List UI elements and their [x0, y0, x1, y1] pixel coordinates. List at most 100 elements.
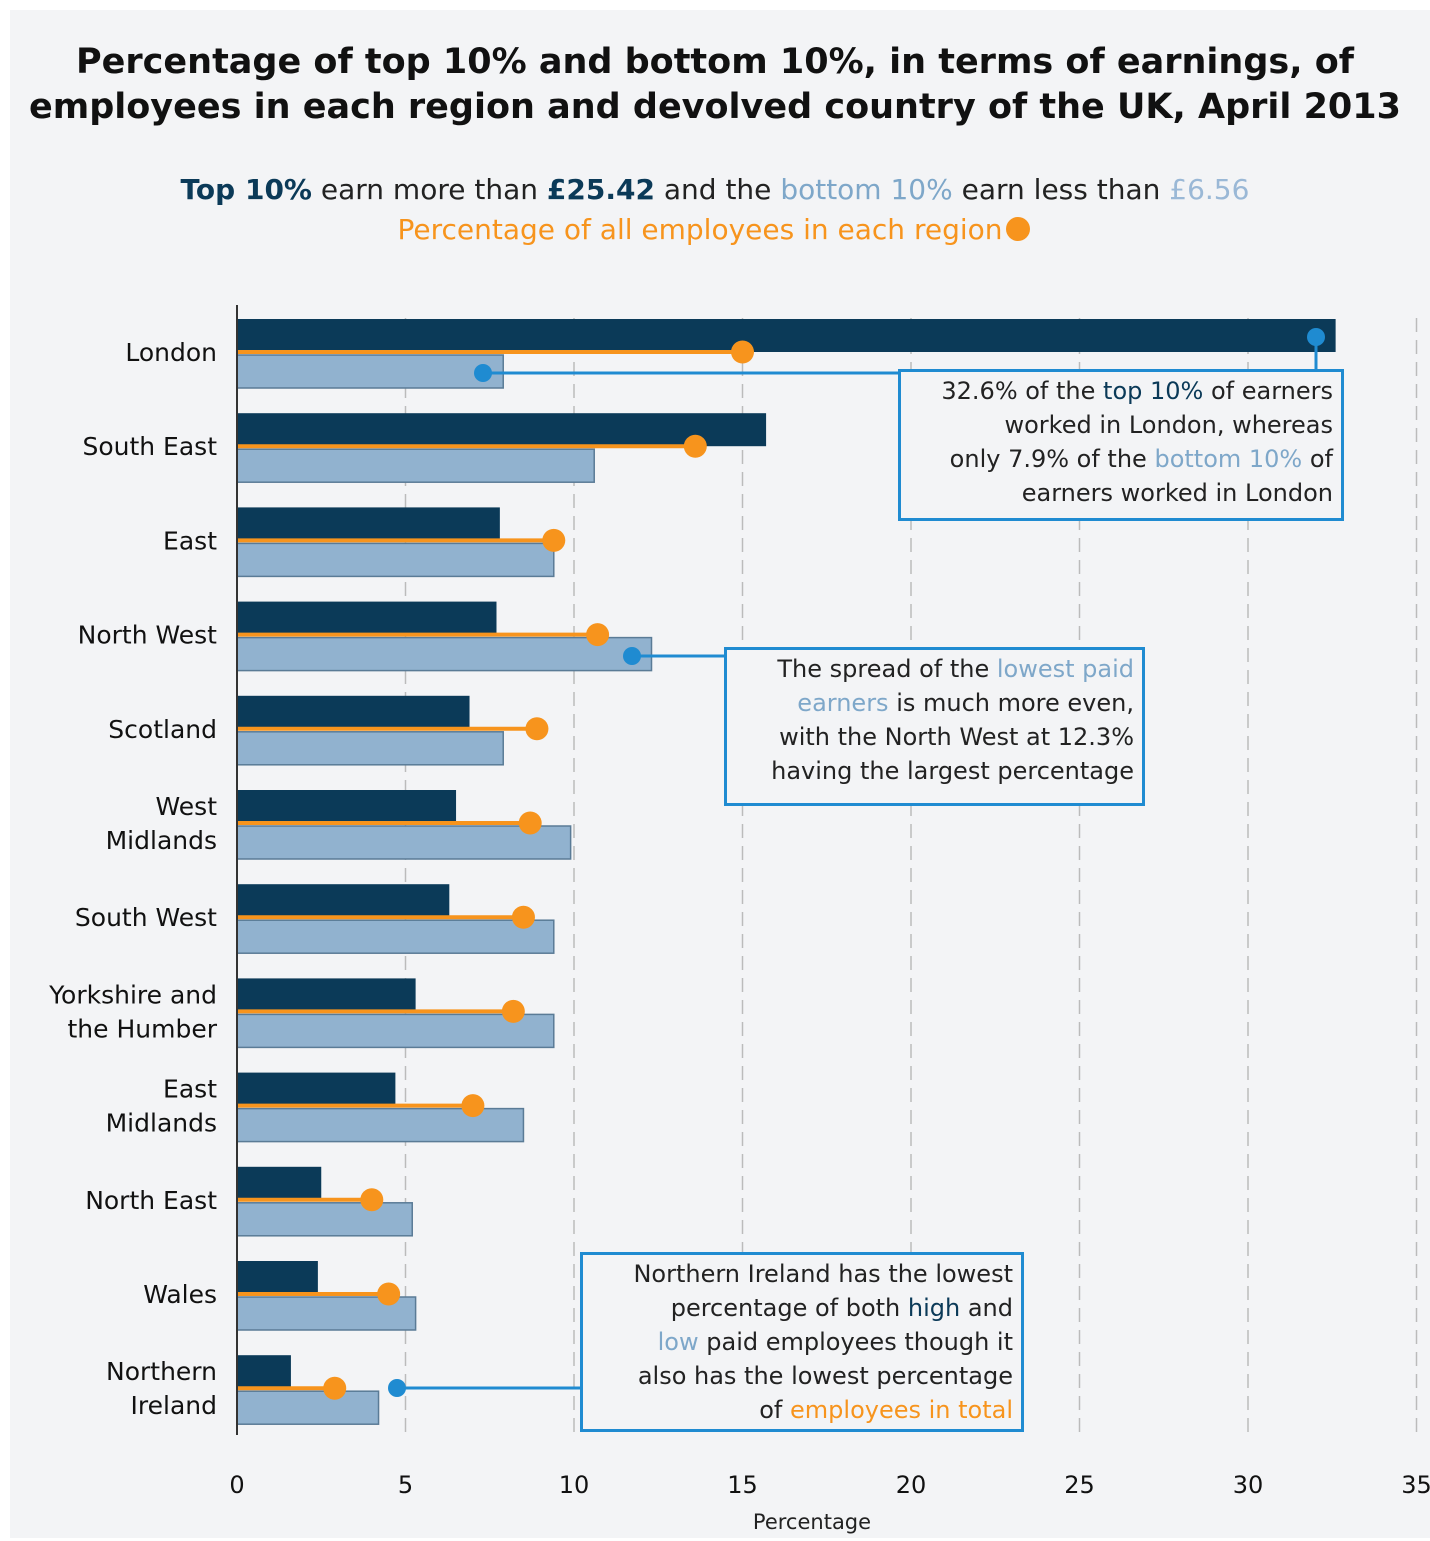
category-label: North East [85, 1186, 217, 1215]
annotation-text: of earners [1203, 377, 1333, 405]
category-label: West [156, 792, 218, 821]
category-label: Midlands [106, 826, 217, 855]
annotation-line: worked in London, whereas [909, 408, 1333, 442]
bar-top10 [237, 884, 450, 918]
bar-bottom10 [236, 825, 572, 860]
category-label: Yorkshire and [48, 980, 217, 1009]
employees-dot [360, 1188, 384, 1212]
annotation-line: percentage of both high and [591, 1291, 1013, 1325]
chart-subtitle: Top 10% earn more than £25.42 and the bo… [0, 170, 1430, 250]
x-tick-label: 20 [896, 1471, 927, 1499]
connector-dot [623, 647, 641, 665]
legend-employees-label: Percentage of all employees in each regi… [397, 213, 1003, 246]
legend-top10-label: Top 10% [180, 173, 312, 206]
annotation-text: 32.6% of the [941, 377, 1104, 405]
bar-top10 [237, 601, 497, 635]
annotation-text: earners [797, 689, 889, 717]
subtitle-text-2: and the [654, 173, 781, 206]
employees-dot [511, 905, 535, 929]
bar-top10 [237, 1261, 318, 1294]
category-label: Wales [143, 1280, 217, 1309]
legend-employees-dot-icon [1005, 217, 1030, 241]
bar-bottom10 [236, 354, 504, 389]
annotation-line: low paid employees though it [591, 1325, 1013, 1359]
annotation-text: The spread of the [777, 655, 997, 683]
annotation-line: of employees in total [591, 1393, 1013, 1427]
employees-dot [586, 623, 610, 647]
annotation-north-west: The spread of the lowest paid earners is … [724, 647, 1145, 806]
annotation-northern-ireland: Northern Ireland has the lowest percentag… [580, 1252, 1024, 1432]
annotation-london: 32.6% of the top 10% of earners worked in… [898, 369, 1344, 521]
subtitle-line1: Top 10% earn more than £25.42 and the bo… [0, 170, 1430, 210]
bar-top10 [237, 319, 1336, 352]
top10-threshold: £25.42 [546, 173, 655, 206]
annotation-line: only 7.9% of the bottom 10% of [909, 442, 1333, 476]
annotation-text: Northern Ireland has the lowest [633, 1260, 1013, 1288]
chart-title: Percentage of top 10% and bottom 10%, in… [0, 40, 1430, 130]
employees-dot [377, 1282, 401, 1306]
x-tick-label: 15 [727, 1471, 758, 1499]
annotation-line: earners is much more even, [735, 686, 1134, 720]
x-tick-label: 30 [1233, 1471, 1264, 1499]
bar-top10 [237, 1166, 322, 1200]
category-label: North West [78, 621, 218, 650]
category-labels: London South East East North West Scotland We… [48, 338, 218, 1420]
bar-bottom10 [236, 731, 504, 766]
category-label: South East [82, 432, 217, 461]
annotation-text: is much more even, [888, 689, 1134, 717]
x-tick-label: 5 [398, 1471, 413, 1499]
legend-bottom10-label: bottom 10% [780, 173, 953, 206]
annotation-text: worked in London, whereas [1004, 411, 1333, 439]
bar-top10 [237, 1072, 396, 1106]
annotation-text: paid employees though it [698, 1328, 1013, 1356]
employees-dot [525, 717, 549, 741]
bar-top10 [237, 1355, 291, 1389]
annotation-text: only 7.9% of the [949, 445, 1155, 473]
bar-top10 [237, 695, 470, 729]
category-label: South West [75, 903, 217, 932]
bar-bottom10 [236, 1013, 555, 1049]
category-label: Scotland [108, 715, 217, 744]
subtitle-text-3: earn less than [952, 173, 1170, 206]
bar-bottom10 [236, 448, 595, 483]
annotation-text: of [759, 1396, 791, 1424]
connector-dot [1307, 328, 1325, 346]
annotation-text: percentage of both [670, 1294, 908, 1322]
x-axis-label: Percentage [753, 1510, 871, 1534]
category-label: Northern [106, 1357, 217, 1386]
annotation-text: with the North West at 12.3% [779, 723, 1134, 751]
employees-dot [461, 1094, 485, 1118]
x-axis: 0 5 10 15 20 25 30 35 Percentage [229, 305, 1430, 1534]
annotation-text: employees in total [790, 1396, 1013, 1424]
annotation-text: low [657, 1328, 699, 1356]
annotation-connectors [388, 328, 1325, 1397]
annotation-line: 32.6% of the top 10% of earners [909, 374, 1333, 408]
connector-dot [388, 1379, 406, 1397]
employees-dot [731, 340, 754, 364]
annotation-text: having the largest percentage [771, 757, 1134, 785]
chart-title-line2: employees in each region and devolved co… [29, 87, 1401, 127]
annotation-line: also has the lowest percentage [591, 1359, 1013, 1393]
x-tick-label: 10 [559, 1471, 590, 1499]
bar-top10 [237, 413, 767, 447]
bar-bottom10 [236, 919, 555, 954]
category-label: East [163, 526, 217, 555]
category-label: East [163, 1075, 217, 1104]
annotation-text: bottom 10% [1154, 445, 1303, 473]
annotation-line: The spread of the lowest paid [735, 652, 1134, 686]
employees-dot [683, 434, 707, 458]
annotation-line: earners worked in London [909, 476, 1333, 510]
annotation-text: of [1302, 445, 1333, 473]
bar-bottom10 [236, 1202, 413, 1237]
employees-dot [501, 999, 525, 1023]
bar-top10 [237, 790, 457, 823]
category-label: Midlands [106, 1109, 217, 1138]
annotation-line: Northern Ireland has the lowest [591, 1257, 1013, 1291]
x-tick-label: 0 [229, 1471, 244, 1499]
annotation-text: and [960, 1294, 1013, 1322]
x-tick-label: 35 [1401, 1471, 1430, 1499]
annotation-line: having the largest percentage [735, 754, 1134, 788]
bottom10-threshold: £6.56 [1169, 173, 1250, 206]
annotation-text: lowest paid [996, 655, 1134, 683]
bar-top10 [237, 978, 416, 1012]
